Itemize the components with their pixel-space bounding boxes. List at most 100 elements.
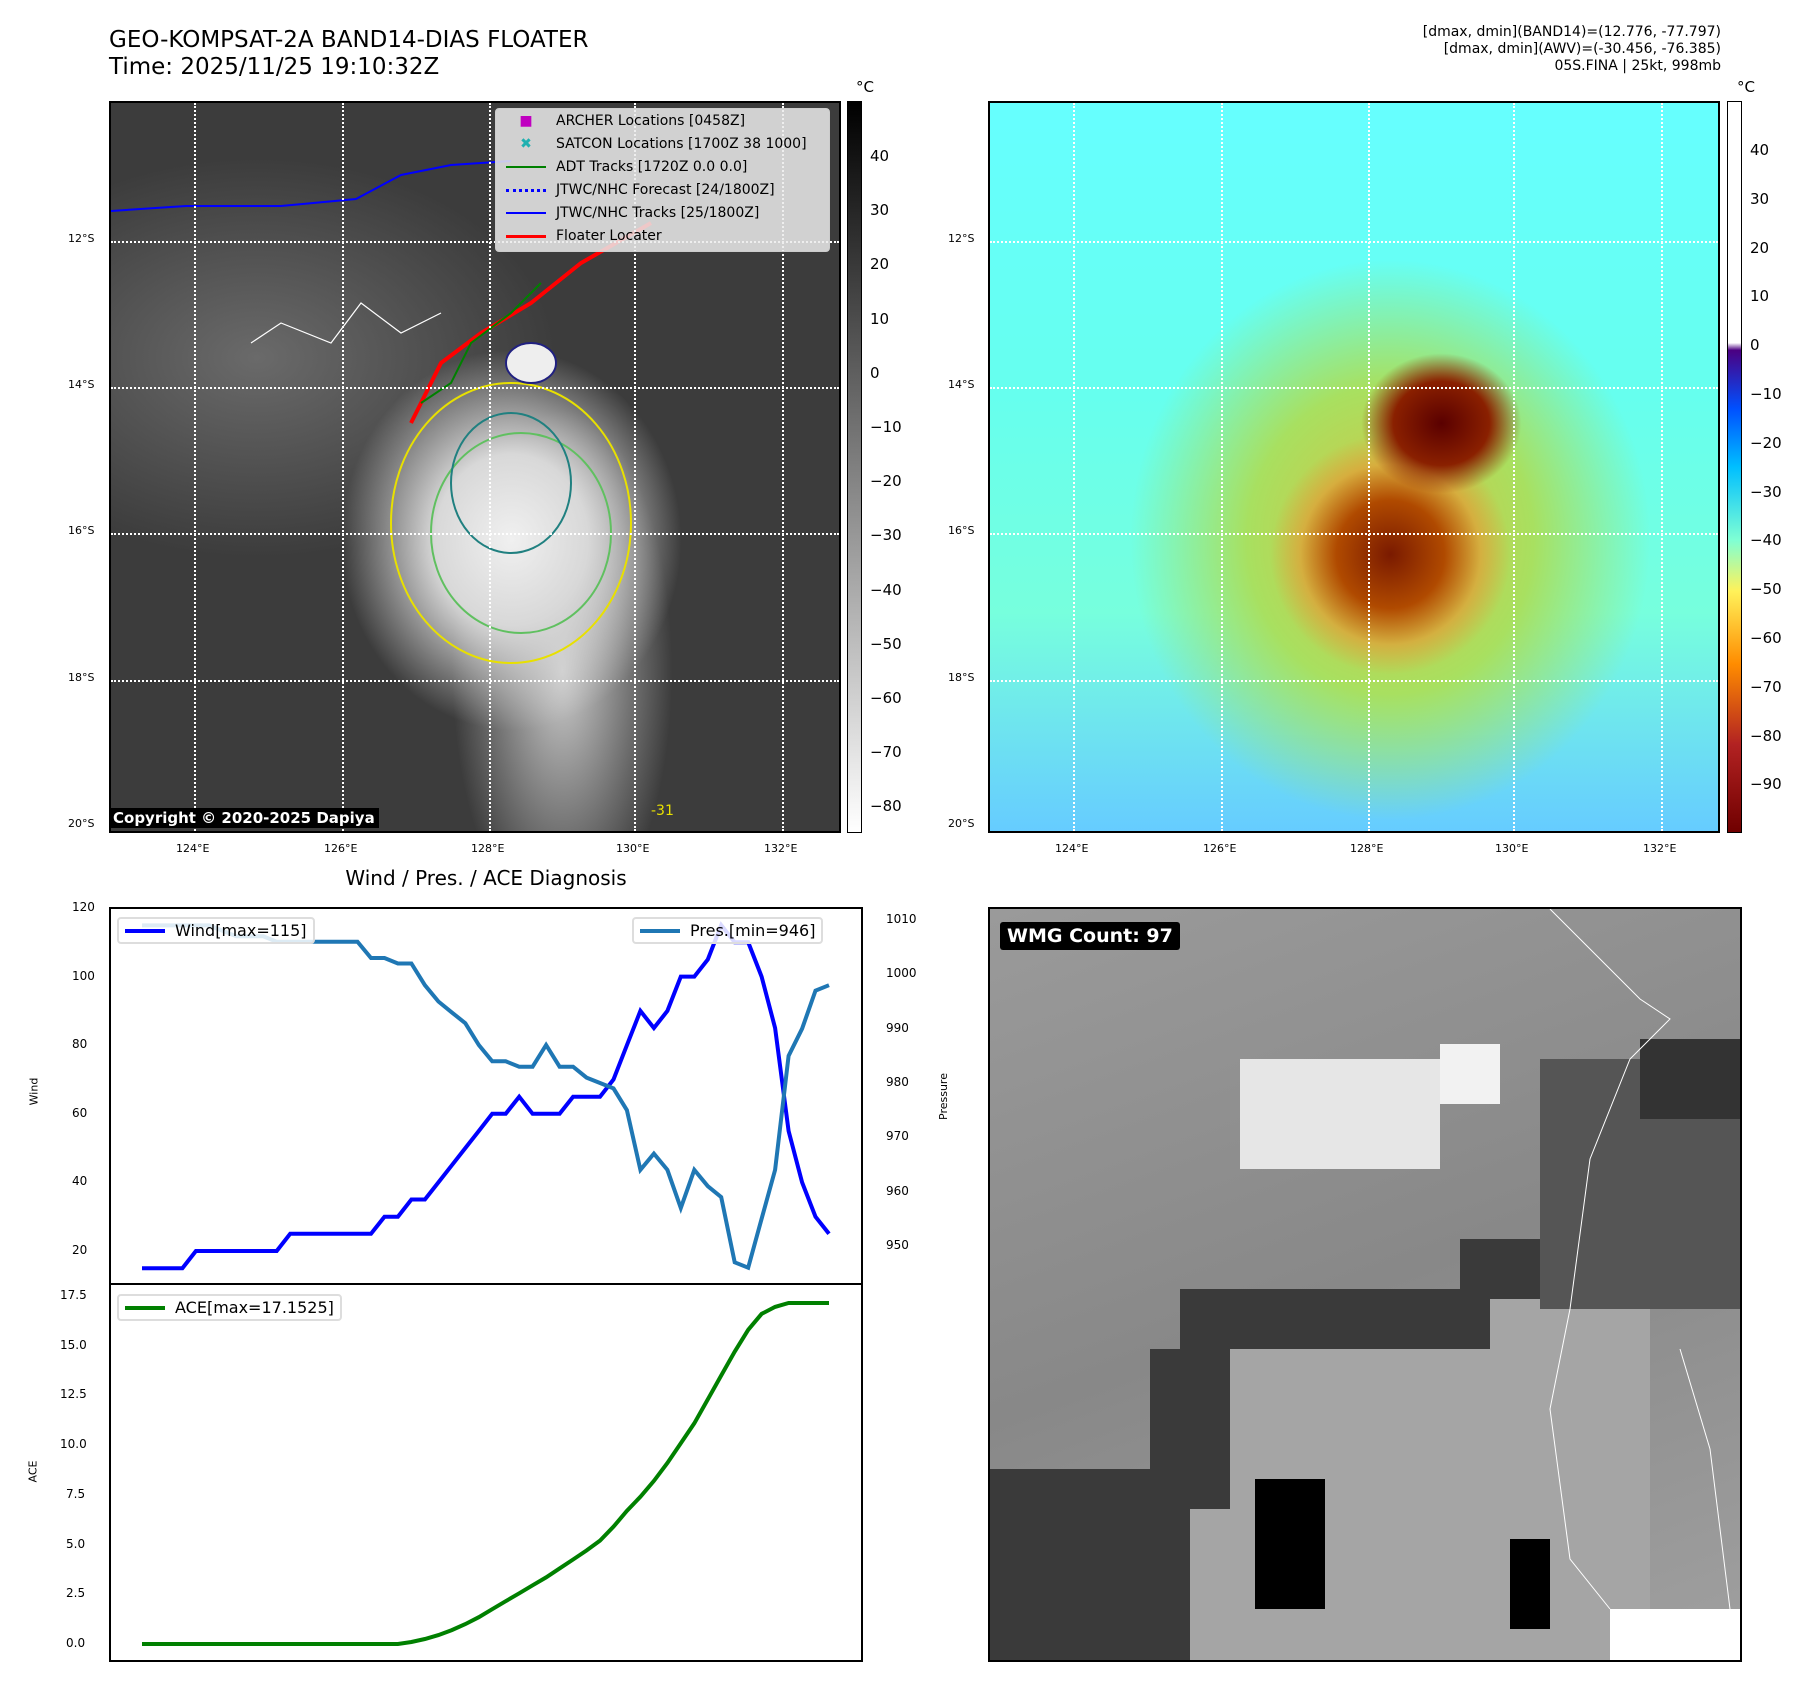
- colorbar-tick-label: −20: [1750, 433, 1782, 452]
- gridline: [194, 103, 196, 831]
- lon-tick-label: 128°E: [471, 842, 505, 855]
- colorbar-unit: °C: [856, 78, 874, 96]
- lon-tick-label: 132°E: [1643, 842, 1677, 855]
- colorbar-tick-label: 30: [870, 201, 890, 220]
- colorbar-tick-label: 20: [1750, 238, 1770, 257]
- colorbar-unit: °C: [1737, 78, 1755, 96]
- wmg-panel: [988, 907, 1742, 1662]
- lat-tick-label: 16°S: [68, 524, 95, 537]
- ace-tick-label: 15.0: [60, 1337, 87, 1352]
- ace-axis-label: ACE: [26, 1460, 40, 1483]
- pressure-tick-label: 950: [886, 1238, 909, 1252]
- wmg-block: [1150, 1349, 1230, 1509]
- gridline: [1073, 103, 1075, 831]
- legend-adt: ADT Tracks [1720Z 0.0 0.0]: [506, 159, 747, 175]
- coastline: [250, 302, 442, 344]
- legend-label: JTWC/NHC Tracks [25/1800Z]: [556, 205, 760, 221]
- pressure-tick-label: 1000: [886, 966, 917, 981]
- pressure-tick-label: 970: [886, 1129, 909, 1144]
- lat-tick-label: 18°S: [948, 671, 975, 684]
- lon-tick-label: 130°E: [1495, 842, 1529, 855]
- wmg-block: [1180, 1289, 1490, 1349]
- info-line: [dmax, dmin](AWV)=(-30.456, -76.385): [1443, 41, 1721, 57]
- wind-tick-label: 60: [72, 1105, 88, 1120]
- wmg-count-badge: WMG Count: 97: [1000, 922, 1180, 950]
- wmg-block: [1510, 1539, 1550, 1629]
- legend-label: Pres.[min=946]: [690, 921, 816, 940]
- wmg-block: [1440, 1044, 1500, 1104]
- colorbar-tick-label: −70: [1750, 677, 1782, 696]
- wind-tick-label: 40: [72, 1174, 88, 1189]
- legend-label: ADT Tracks [1720Z 0.0 0.0]: [556, 159, 748, 175]
- colorbar-right: [1727, 101, 1742, 833]
- gridline: [342, 103, 344, 831]
- lon-tick-label: 128°E: [1350, 842, 1384, 855]
- colorbar-tick-label: −60: [870, 689, 902, 707]
- gridline: [1513, 103, 1515, 831]
- legend-forecast: JTWC/NHC Forecast [24/1800Z]: [506, 182, 775, 198]
- colorbar-tick-label: −50: [870, 634, 902, 653]
- time-line: Time: 2025/11/25 19:10:32Z: [109, 54, 440, 80]
- legend-label: Floater Locater: [556, 228, 662, 244]
- jtwc-track: [111, 160, 512, 212]
- ace-tick-label: 10.0: [60, 1437, 87, 1452]
- gridline: [990, 533, 1718, 535]
- ace-axes: [109, 1283, 863, 1662]
- wind-axis-label: Wind: [27, 1077, 41, 1106]
- gridline: [1661, 103, 1663, 831]
- colorbar-tick-label: 0: [870, 363, 880, 382]
- ace-tick-label: 12.5: [60, 1387, 87, 1402]
- lat-tick-label: 14°S: [948, 378, 975, 391]
- dotted-line-swatch-icon: [506, 188, 546, 192]
- gridline: [990, 241, 1718, 243]
- contour: [505, 342, 557, 384]
- colorbar-left: [847, 101, 862, 833]
- gridline: [111, 533, 839, 535]
- wind-tick-label: 120: [72, 900, 95, 914]
- colorbar-tick-label: 20: [870, 255, 890, 274]
- legend-tracks: JTWC/NHC Tracks [25/1800Z]: [506, 205, 759, 221]
- legend-label: SATCON Locations [1700Z 38 1000]: [556, 136, 807, 152]
- line-swatch-icon: [506, 234, 546, 238]
- lat-tick-label: 20°S: [948, 817, 975, 830]
- chart-title: Wind / Pres. / ACE Diagnosis: [345, 866, 627, 890]
- legend-floater: Floater Locater: [506, 228, 662, 244]
- lat-tick-label: 12°S: [68, 232, 95, 245]
- lat-tick-label: 16°S: [948, 524, 975, 537]
- colorbar-tick-label: −80: [1750, 726, 1782, 745]
- pressure-axis-label: Pressure: [936, 1073, 950, 1120]
- pressure-tick-label: 960: [886, 1183, 909, 1198]
- lat-tick-label: 12°S: [948, 232, 975, 245]
- figure-title: GEO-KOMPSAT-2A BAND14-DIAS FLOATER Time: …: [109, 27, 589, 81]
- info-block: [dmax, dmin](BAND14)=(12.776, -77.797) [d…: [1423, 24, 1721, 75]
- colorbar-tick-label: −40: [870, 580, 902, 599]
- square-marker-icon: ■: [519, 113, 533, 129]
- colorbar-tick-label: −70: [870, 743, 902, 762]
- line-swatch-icon: [640, 928, 680, 933]
- gridline: [489, 103, 491, 831]
- contour: [450, 412, 572, 554]
- gridline: [111, 241, 839, 243]
- wmg-block: [1610, 1609, 1740, 1660]
- lat-tick-label: 18°S: [68, 671, 95, 684]
- gridline: [1221, 103, 1223, 831]
- ace-tick-label: 5.0: [66, 1536, 86, 1551]
- ace-tick-label: 7.5: [66, 1486, 86, 1501]
- colorbar-tick-label: 10: [870, 309, 890, 328]
- line-dot-swatch-icon: [506, 212, 546, 214]
- pressure-tick-label: 990: [886, 1020, 909, 1035]
- wmg-block: [1255, 1479, 1325, 1609]
- contour-label: -31: [651, 803, 674, 819]
- lon-tick-label: 124°E: [176, 842, 210, 855]
- wind-tick-label: 100: [72, 968, 95, 983]
- ace-tick-label: 17.5: [60, 1288, 87, 1302]
- x-marker-icon: ✖: [520, 136, 532, 152]
- legend-label: ACE[max=17.1525]: [175, 1298, 334, 1317]
- colorbar-tick-label: −40: [1750, 531, 1782, 550]
- wind-legend: Wind[max=115]: [117, 917, 315, 944]
- awv-map-panel: [988, 101, 1720, 833]
- colorbar-tick-label: −30: [1750, 482, 1782, 501]
- ace-legend: ACE[max=17.1525]: [117, 1294, 342, 1321]
- gridline: [634, 103, 636, 831]
- gridline: [1368, 103, 1370, 831]
